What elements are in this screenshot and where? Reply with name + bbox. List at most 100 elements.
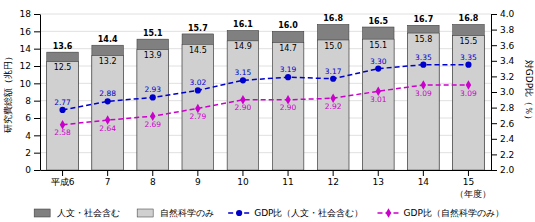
tick: 2 (25, 148, 40, 158)
line-series (59, 62, 471, 113)
tick-label: 2.6 (500, 119, 515, 129)
tick: 8 (150, 170, 156, 187)
bar (47, 52, 79, 170)
data-label: 2.93 (144, 85, 161, 94)
marker (420, 62, 426, 68)
legend-label: GDP比（自然科学のみ） (404, 208, 504, 218)
tick-label: 3.4 (500, 56, 515, 66)
tick: 0 (25, 165, 40, 175)
line (63, 85, 469, 125)
tick: 3.2 (491, 72, 514, 82)
tick-mark (491, 14, 497, 15)
tick: 2.6 (491, 119, 515, 129)
tick-label: 8 (25, 96, 31, 106)
data-label: 16.8 (323, 14, 343, 23)
tick: 2.8 (491, 103, 515, 113)
axis-line (40, 15, 41, 171)
tick: 12 (20, 61, 40, 71)
bar (182, 44, 214, 170)
legend-swatch (137, 209, 153, 217)
tick: 7 (105, 170, 111, 187)
legend-item: GDP比（人文・社会含む） (228, 208, 363, 218)
tick: 12 (327, 170, 338, 187)
tick-label: 2.8 (500, 103, 515, 113)
tick-label: 4.0 (500, 9, 515, 19)
bar (182, 34, 214, 170)
legend-label: 自然科学のみ (160, 208, 214, 218)
tick-mark (288, 170, 289, 176)
tick-mark (378, 170, 379, 176)
tick-mark (491, 30, 497, 31)
data-label: 16.1 (233, 20, 253, 29)
tick-label: 13 (373, 177, 384, 187)
tick-label: 0 (25, 165, 31, 175)
tick-mark (491, 76, 497, 77)
x-axis: 平成6789101112131415 (41, 170, 492, 187)
data-label: 2.90 (235, 103, 252, 112)
tick-label: 平成6 (51, 177, 75, 187)
tick: 4.0 (491, 9, 515, 19)
marker (465, 62, 471, 68)
data-label: 3.35 (460, 53, 477, 62)
data-label: 13.9 (144, 51, 162, 60)
legend-item: 人文・社会含む (34, 208, 120, 218)
bar (272, 43, 304, 170)
bar (453, 24, 485, 170)
data-label: 12.5 (54, 63, 72, 72)
legend-label: 人文・社会含む (57, 208, 120, 218)
tick-label: 11 (282, 177, 293, 187)
tick-mark (491, 170, 497, 171)
tick: 3.6 (491, 41, 515, 51)
tick-mark (34, 49, 40, 50)
data-label: 3.35 (415, 53, 432, 62)
bar (227, 41, 259, 170)
data-label: 3.30 (370, 57, 387, 66)
data-label: 3.19 (280, 65, 297, 74)
tick: 16 (20, 27, 40, 37)
tick-label: 10 (20, 79, 32, 89)
bar (453, 36, 485, 170)
tick-mark (34, 153, 40, 154)
tick-mark (333, 170, 334, 176)
tick-label: 9 (195, 177, 201, 187)
tick-label: 2.4 (500, 134, 515, 144)
tick-mark (491, 123, 497, 124)
legend-label: GDP比（人文・社会含む） (254, 208, 363, 218)
tick-mark (491, 108, 497, 109)
legend-marker (236, 210, 242, 216)
tick: 10 (237, 170, 249, 187)
y2-axis-title: 対GDP比（％） (524, 60, 534, 124)
tick-mark (491, 92, 497, 93)
marker (240, 77, 246, 83)
bar (47, 62, 79, 170)
data-label: 2.92 (325, 102, 342, 111)
bar-series (47, 24, 484, 170)
data-label: 3.01 (370, 95, 387, 104)
marker (59, 107, 65, 113)
tick: 15 (463, 170, 474, 187)
data-label: 2.58 (54, 128, 71, 137)
bar (408, 33, 440, 170)
legend-item: GDP比（自然科学のみ） (378, 208, 504, 218)
tick-mark (468, 170, 469, 176)
bar (317, 40, 349, 170)
data-label: 15.1 (369, 41, 387, 50)
data-label: 16.5 (368, 17, 388, 26)
data-label: 3.09 (415, 89, 432, 98)
x-axis-title: （年度） (455, 189, 491, 199)
tick-label: 3.6 (500, 41, 515, 51)
tick: 9 (195, 170, 201, 187)
tick-label: 12 (20, 61, 31, 71)
bar (272, 31, 304, 170)
tick-label: 18 (20, 9, 32, 19)
bar (408, 25, 440, 170)
tick-mark (197, 170, 198, 176)
data-label: 14.9 (234, 42, 252, 51)
data-label: 15.7 (188, 24, 208, 33)
tick: 3.0 (491, 87, 515, 97)
legend-item: 自然科学のみ (137, 208, 214, 218)
y2-axis: 2.02.22.42.62.83.03.23.43.63.84.0 (491, 9, 515, 175)
tick-mark (152, 170, 153, 176)
tick: 10 (20, 79, 40, 89)
legend-swatch (34, 209, 50, 217)
